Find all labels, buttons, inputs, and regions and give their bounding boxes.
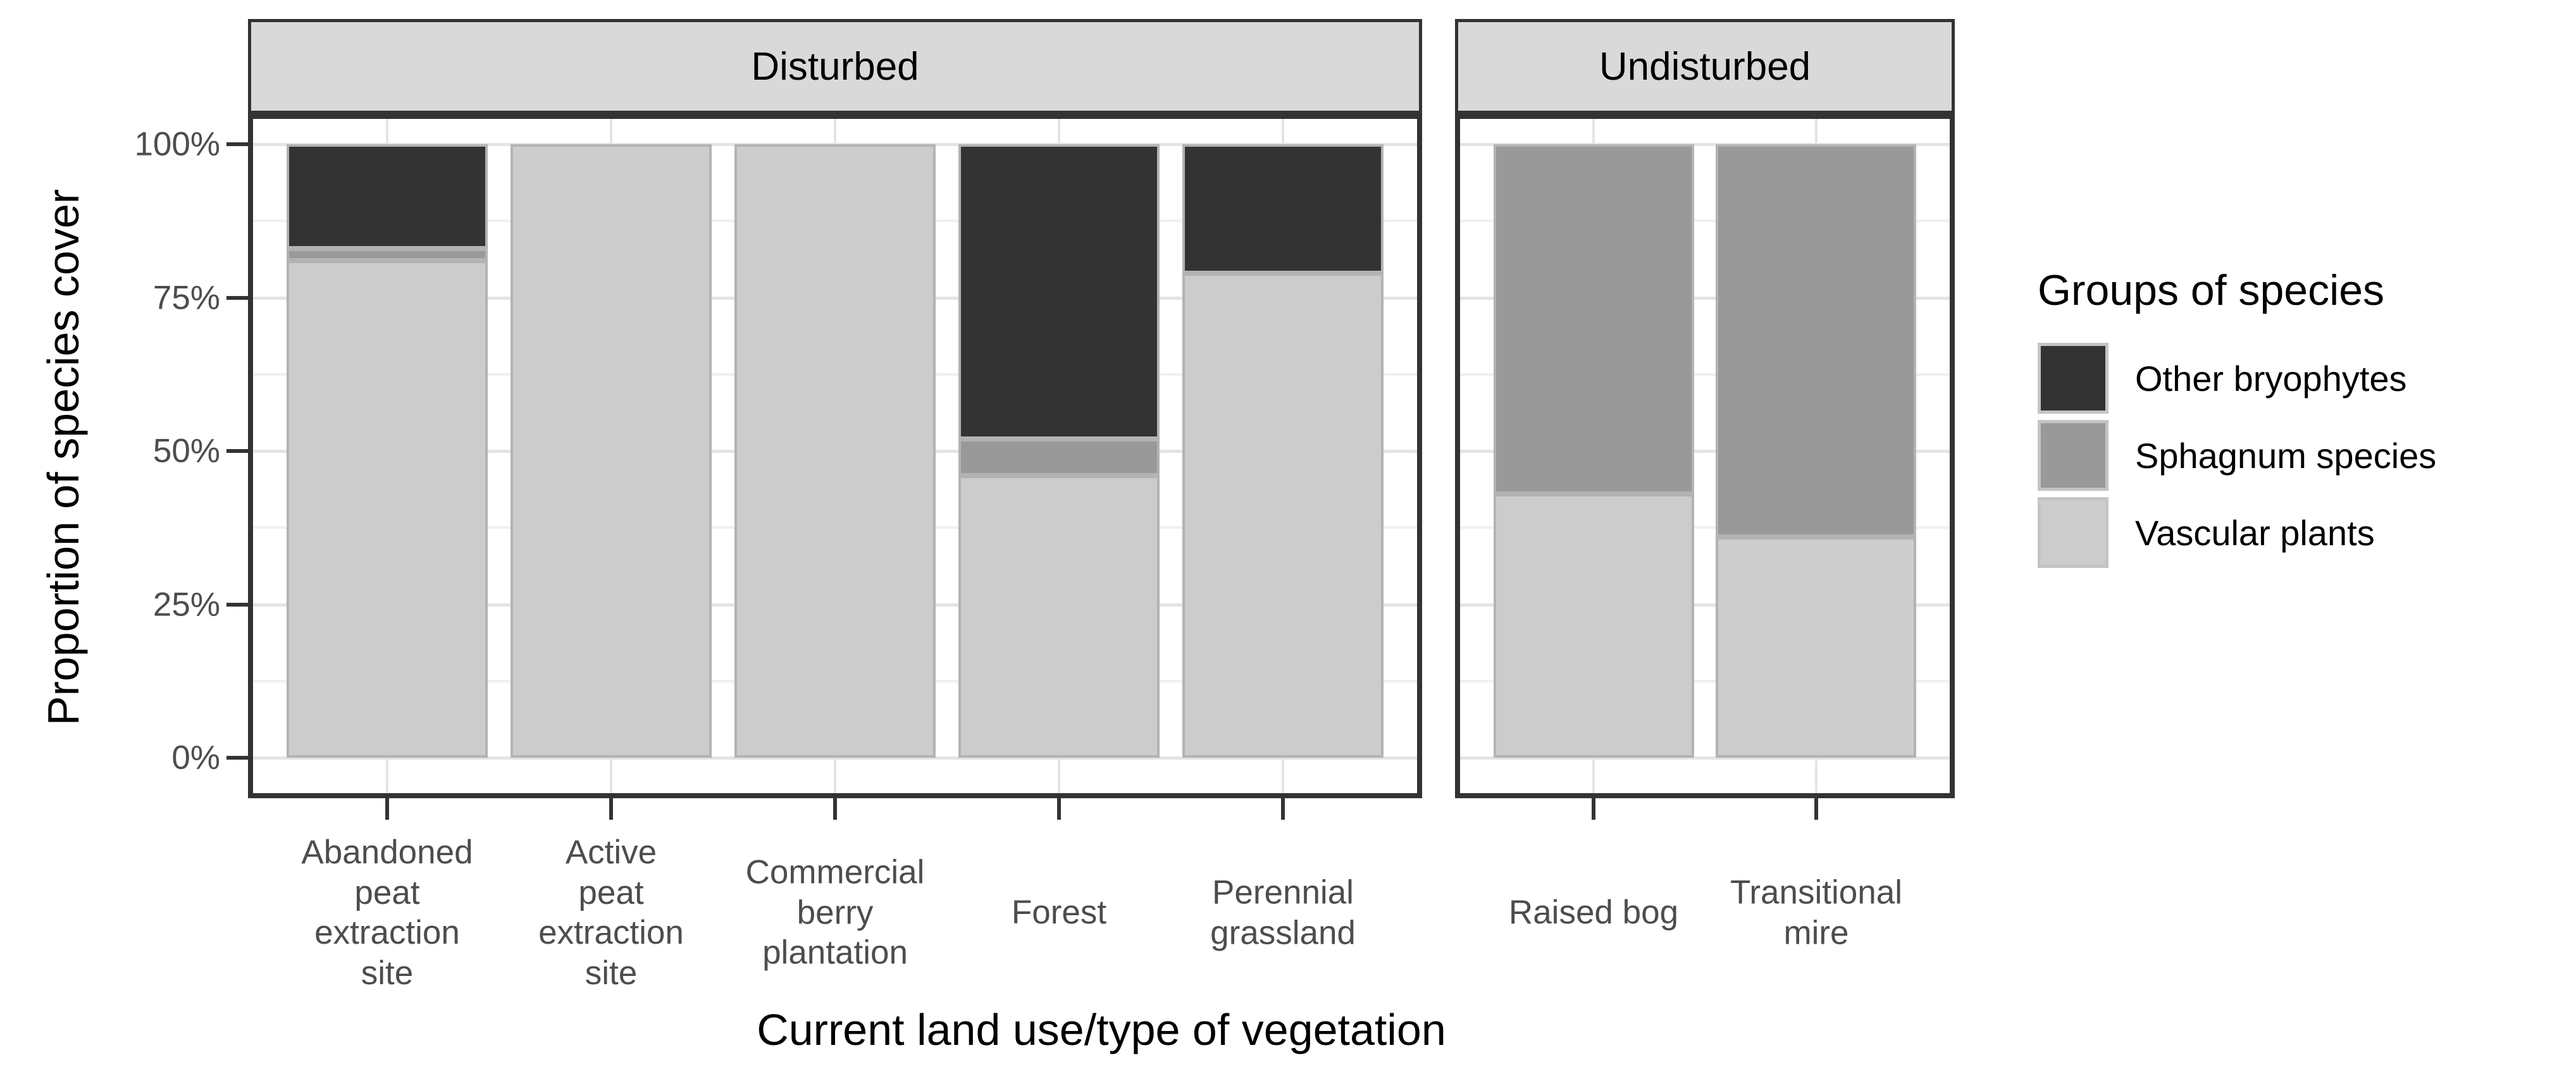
gridline-major [1460,450,1950,453]
x-axis-label-raised-bog: Raised bog [1508,894,1679,932]
x-axis-label-forest: Forest [1011,894,1107,932]
x-axis-label-commercial-berry-plantation: Commercial berry plantation [745,853,925,972]
panel-inner [1460,119,1950,793]
y-axis-label-50: 50% [152,432,220,470]
y-axis-label-100: 100% [134,125,220,163]
legend-items: Other bryophytes Sphagnum species Vascular… [2038,343,2569,568]
x-axis-label-transitional-mire: Transitional mire [1730,873,1902,951]
x-axis-tick [1281,798,1285,820]
x-axis-tick [1057,798,1061,820]
legend-item-vascular-plants: Vascular plants [2038,497,2569,568]
y-axis-title: Proportion of species cover [39,188,88,726]
legend-key-swatch [2038,420,2108,491]
facet-strip-disturbed: Disturbed [248,19,1422,114]
x-axis-label-active-peat-extraction-site: Active peat extraction site [538,833,684,992]
gridline-minor [1460,526,1950,529]
bar-commercial-berry-plantation [734,144,936,758]
x-axis-title: Current land use/type of vegetation [757,1005,1446,1054]
bar-segment-other-bryophytes [1182,144,1384,273]
bar-segment-vascular-plants [958,475,1160,758]
x-axis-tick [1814,798,1818,820]
x-axis-tick [833,798,837,820]
gridline-minor [1460,679,1950,682]
facet-panel-undisturbed [1455,114,1955,798]
x-axis-tick [1592,798,1595,820]
legend-item-label: Vascular plants [2135,512,2375,553]
bar-segment-sphagnum-species [287,248,488,261]
gridline-major [1460,603,1950,607]
y-axis-label-0: 0% [171,739,220,777]
bar-segment-other-bryophytes [958,144,1160,439]
bar-perennial-grassland [1182,144,1384,758]
facet-strip-label: Undisturbed [1599,44,1811,89]
facet-strip-label: Disturbed [751,44,919,89]
bar-segment-other-bryophytes [287,144,488,249]
bar-segment-sphagnum-species [958,438,1160,476]
bar-segment-vascular-plants [287,261,488,758]
y-axis-tick [226,449,248,453]
x-axis-tick [385,798,389,820]
bar-forest [958,144,1160,758]
gridline-minor [1460,219,1950,223]
legend-title: Groups of species [2038,266,2385,314]
bar-raised-bog [1494,144,1694,758]
x-axis-tick [609,798,613,820]
gridline-major [1460,756,1950,760]
bar-segment-sphagnum-species [1494,144,1694,494]
bar-segment-vascular-plants [1494,493,1694,758]
bar-active-peat-extraction-site [511,144,712,758]
bar-segment-vascular-plants [511,144,712,758]
legend-item-label: Sphagnum species [2135,435,2437,476]
legend-item-label: Other bryophytes [2135,358,2407,398]
legend-item-other-bryophytes: Other bryophytes [2038,343,2569,414]
y-axis-tick [226,142,248,146]
gridline-minor [1460,373,1950,376]
panel-inner [253,119,1417,793]
facet-panel-disturbed [248,114,1422,798]
gridline-major [1460,296,1950,300]
bar-transitional-mire [1716,144,1916,758]
y-axis-tick [226,756,248,760]
gridline-major [1460,143,1950,146]
y-axis-label-75: 75% [152,279,220,317]
facet-strip-undisturbed: Undisturbed [1455,19,1955,114]
legend-key-swatch [2038,497,2108,568]
y-axis-tick [226,603,248,607]
bar-segment-sphagnum-species [1716,144,1916,537]
x-axis-label-perennial-grassland: Perennial grassland [1210,873,1356,951]
y-axis-tick [226,296,248,300]
bar-segment-vascular-plants [734,144,936,758]
legend-item-sphagnum-species: Sphagnum species [2038,420,2569,491]
legend: Groups of species Other bryophytes Sphagn… [2038,266,2569,574]
x-axis-label-abandoned-peat-extraction-site: Abandoned peat extraction site [301,833,473,992]
bar-abandoned-peat-extraction-site [287,144,488,758]
bar-segment-vascular-plants [1716,536,1916,758]
bar-segment-vascular-plants [1182,273,1384,758]
y-axis-label-25: 25% [152,586,220,624]
legend-key-swatch [2038,343,2108,414]
